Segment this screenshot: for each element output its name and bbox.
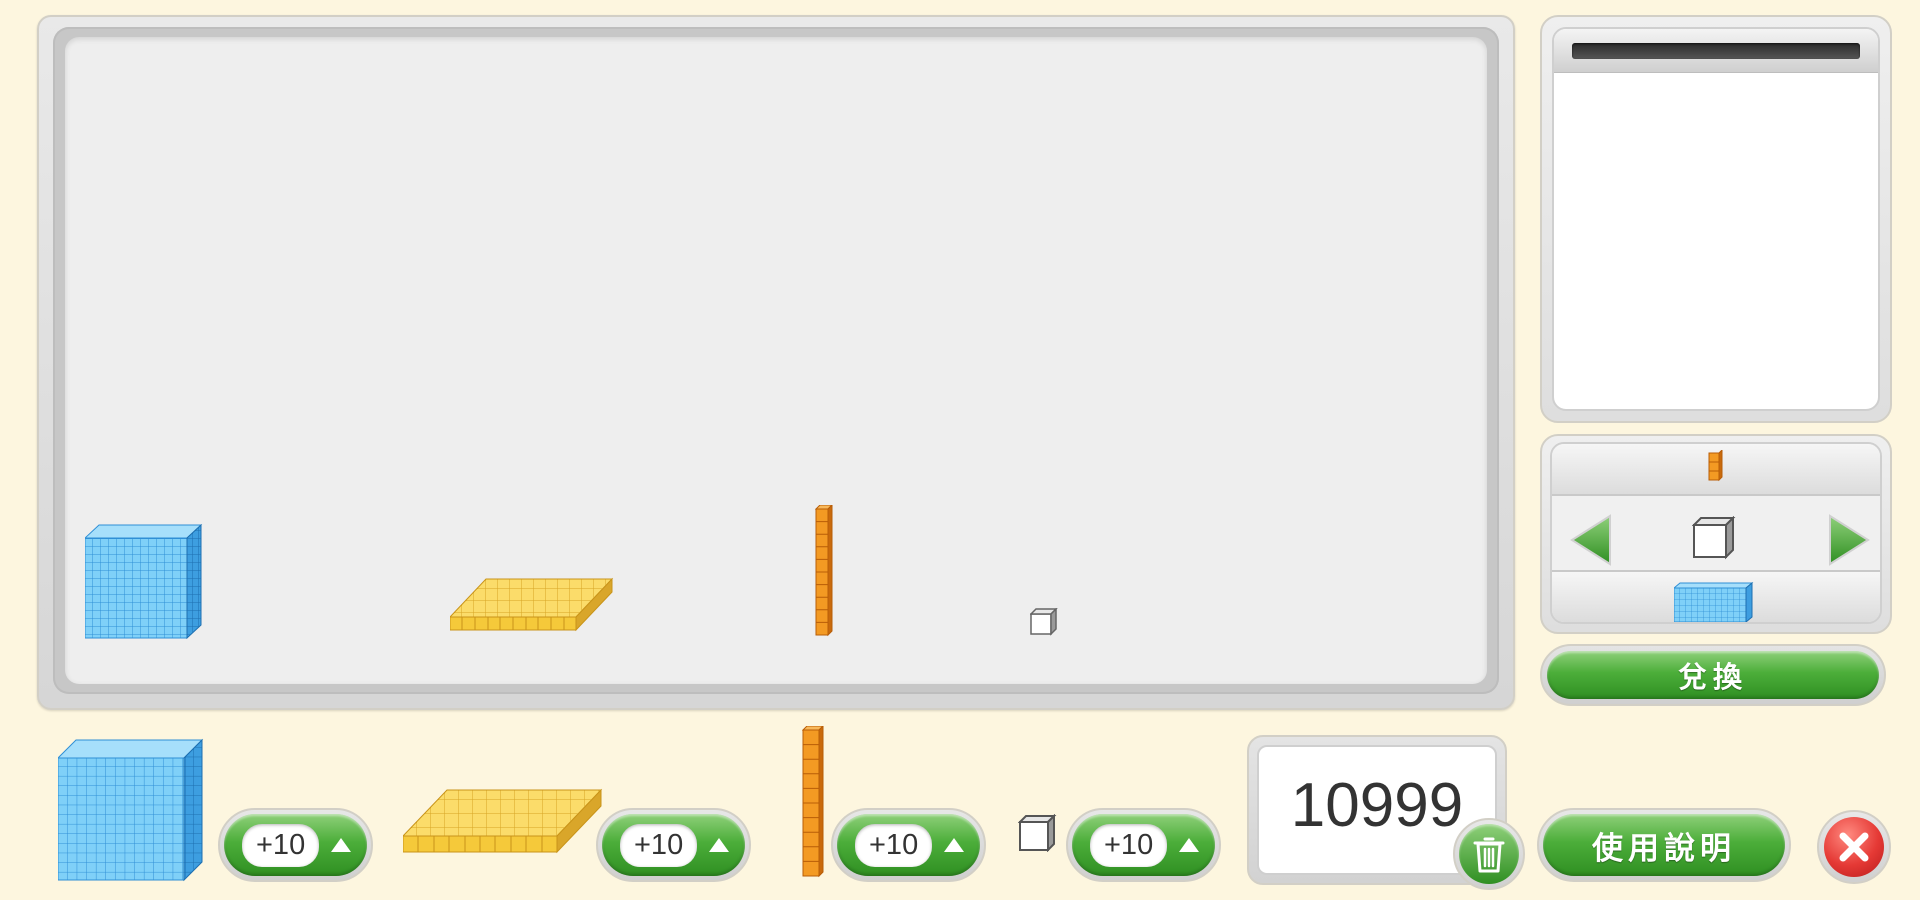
trash-icon xyxy=(1473,837,1505,873)
workspace-board[interactable] xyxy=(65,37,1487,684)
exchange-middle-row xyxy=(1552,496,1880,578)
caret-up-icon xyxy=(1179,838,1199,852)
workspace-frame xyxy=(37,15,1515,710)
close-icon xyxy=(1839,832,1869,862)
add-hundred-button[interactable]: +10 xyxy=(596,808,751,882)
thousand-cube-source[interactable] xyxy=(58,738,216,884)
record-list-header xyxy=(1554,29,1878,73)
help-button[interactable]: 使用說明 xyxy=(1537,808,1791,882)
record-list-slot xyxy=(1572,43,1860,59)
total-display: 10999 xyxy=(1247,735,1507,885)
record-panel xyxy=(1540,15,1892,423)
record-list[interactable] xyxy=(1552,27,1880,411)
exchange-bottom-row xyxy=(1552,570,1880,622)
help-button-label: 使用說明 xyxy=(1543,814,1785,876)
hundred-flat-source[interactable] xyxy=(403,786,609,854)
right-arrow-icon[interactable] xyxy=(1826,514,1870,566)
exchange-button-label: 兌換 xyxy=(1547,651,1879,699)
unit-cube-source[interactable] xyxy=(1018,814,1058,852)
exchange-selector xyxy=(1550,442,1882,624)
left-arrow-icon[interactable] xyxy=(1570,514,1614,566)
exchange-button[interactable]: 兌換 xyxy=(1540,644,1886,706)
exchange-top-row xyxy=(1552,444,1880,496)
add-thousand-label: +10 xyxy=(242,823,320,867)
add-hundred-label: +10 xyxy=(620,823,698,867)
unit-cube-icon xyxy=(1692,516,1736,560)
add-ten-label: +10 xyxy=(855,823,933,867)
ten-rod-source[interactable] xyxy=(802,726,826,878)
workspace-bezel xyxy=(53,27,1499,694)
close-button[interactable] xyxy=(1817,810,1891,884)
ten-rod-icon xyxy=(1708,450,1723,482)
caret-up-icon xyxy=(944,838,964,852)
thousand-cube-icon xyxy=(1674,582,1754,622)
exchange-panel xyxy=(1540,434,1892,634)
board-hundred-flat[interactable] xyxy=(450,577,620,633)
add-unit-label: +10 xyxy=(1090,823,1168,867)
add-thousand-button[interactable]: +10 xyxy=(218,808,373,882)
add-unit-button[interactable]: +10 xyxy=(1066,808,1221,882)
board-unit-cube[interactable] xyxy=(1030,608,1058,636)
add-ten-button[interactable]: +10 xyxy=(831,808,986,882)
caret-up-icon xyxy=(709,838,729,852)
clear-button[interactable] xyxy=(1453,818,1525,890)
board-thousand-cube[interactable] xyxy=(85,523,215,643)
caret-up-icon xyxy=(331,838,351,852)
board-ten-rod[interactable] xyxy=(815,505,835,637)
